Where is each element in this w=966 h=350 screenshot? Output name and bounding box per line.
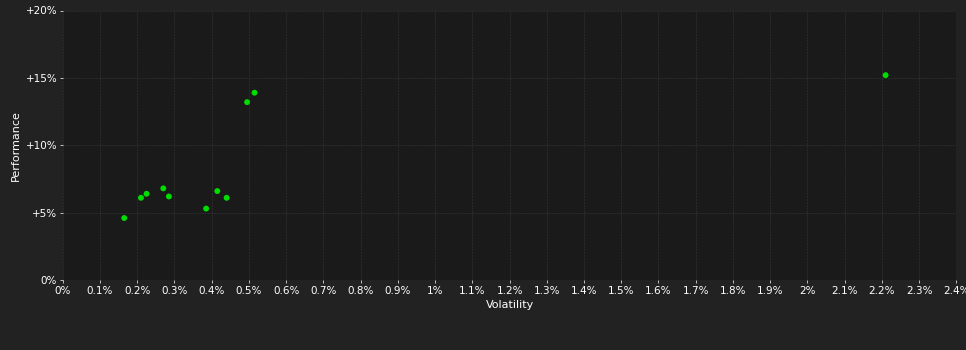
- Point: [139, 191, 155, 197]
- Y-axis label: Performance: Performance: [12, 110, 21, 181]
- Point: [246, 90, 262, 96]
- Point: [219, 195, 235, 201]
- Point: [878, 72, 894, 78]
- Point: [198, 206, 213, 211]
- Point: [117, 215, 132, 221]
- X-axis label: Volatility: Volatility: [486, 300, 533, 310]
- Point: [240, 99, 255, 105]
- Point: [161, 194, 177, 199]
- Point: [133, 195, 149, 201]
- Point: [156, 186, 171, 191]
- Point: [210, 188, 225, 194]
